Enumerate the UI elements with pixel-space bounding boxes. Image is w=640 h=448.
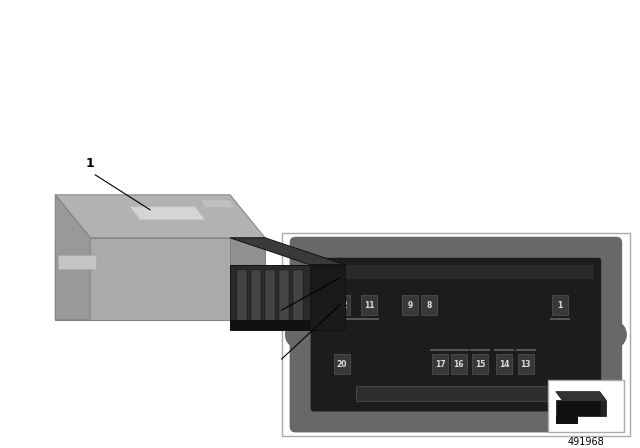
Text: 11: 11 [364,301,374,310]
Text: 13: 13 [520,360,531,369]
Bar [334,295,350,315]
Text: 8: 8 [426,301,431,310]
Text: 491968: 491968 [568,437,604,447]
Bar [265,270,275,322]
Bar [421,295,437,315]
Polygon shape [230,265,310,330]
Polygon shape [130,207,205,220]
Bar [356,386,556,401]
Polygon shape [55,238,230,320]
Polygon shape [230,238,345,265]
Bar [279,270,289,322]
Bar [293,270,303,322]
Polygon shape [556,400,600,416]
Text: 14: 14 [499,360,509,369]
Bar [472,354,488,374]
Bar [451,354,467,374]
Bar [282,233,630,436]
Bar [496,354,512,374]
FancyBboxPatch shape [310,258,601,411]
Circle shape [285,321,314,349]
Circle shape [598,321,626,349]
Bar [230,320,310,330]
Polygon shape [600,400,605,416]
Polygon shape [55,195,90,320]
Text: 1: 1 [557,301,563,310]
Polygon shape [55,195,265,238]
FancyBboxPatch shape [290,237,622,432]
Text: 12: 12 [337,301,348,310]
Bar [548,379,624,431]
Bar [552,295,568,315]
Bar [317,265,594,279]
Polygon shape [556,416,578,424]
Bar [403,295,419,315]
Bar [334,354,350,374]
Bar [361,295,377,315]
Polygon shape [310,265,345,330]
Bar [432,354,448,374]
Polygon shape [230,238,265,320]
Bar [58,255,96,269]
Text: 9: 9 [408,301,413,310]
Bar [251,270,261,322]
Polygon shape [200,200,236,208]
Text: 17: 17 [435,360,445,369]
Bar [237,270,247,322]
Polygon shape [556,392,605,400]
Text: 20: 20 [337,360,348,369]
Text: 16: 16 [454,360,464,369]
Text: 15: 15 [475,360,485,369]
Bar [518,354,534,374]
Text: 1: 1 [86,157,95,170]
